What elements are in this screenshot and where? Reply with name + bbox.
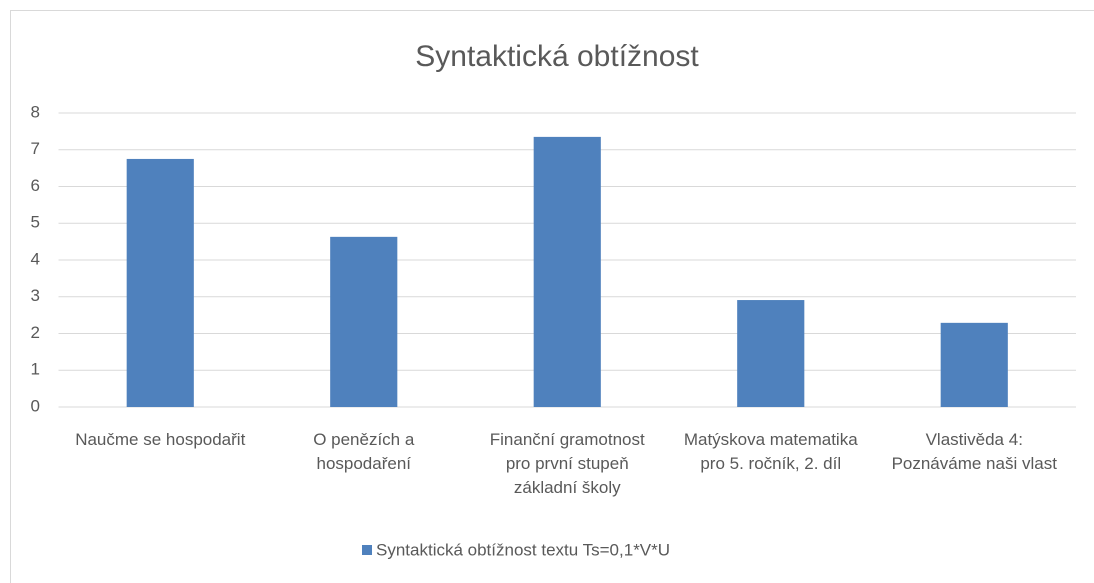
x-tick-label: Matýskova matematika pro 5. ročník, 2. d… — [683, 430, 858, 473]
x-tick-label: Naučme se hospodařit — [75, 430, 246, 449]
x-tick-label: Finanční gramotnost pro první stupeň zák… — [489, 430, 645, 497]
y-tick-label: 8 — [31, 102, 40, 121]
bar — [330, 236, 398, 407]
y-tick-label: 5 — [31, 213, 40, 232]
bar — [126, 158, 194, 407]
chart-border — [10, 10, 1094, 583]
y-tick-label: 7 — [31, 139, 40, 158]
legend-label: Syntaktická obtížnost textu Ts=0,1*V*U — [376, 540, 670, 559]
y-tick-label: 4 — [31, 249, 40, 268]
y-tick-label: 3 — [31, 286, 40, 305]
legend-swatch — [362, 545, 372, 555]
y-tick-label: 2 — [31, 323, 40, 342]
x-tick-label: O penězích a hospodaření — [313, 430, 415, 473]
y-tick-label: 0 — [31, 396, 40, 415]
x-tick-label: Vlastivěda 4: Poznáváme naši vlast — [891, 430, 1057, 473]
y-tick-label: 6 — [31, 176, 40, 195]
bar — [533, 136, 601, 407]
y-tick-label: 1 — [31, 360, 40, 379]
bar — [940, 322, 1008, 407]
chart-title: Syntaktická obtížnost — [415, 40, 699, 73]
bar — [737, 300, 805, 407]
